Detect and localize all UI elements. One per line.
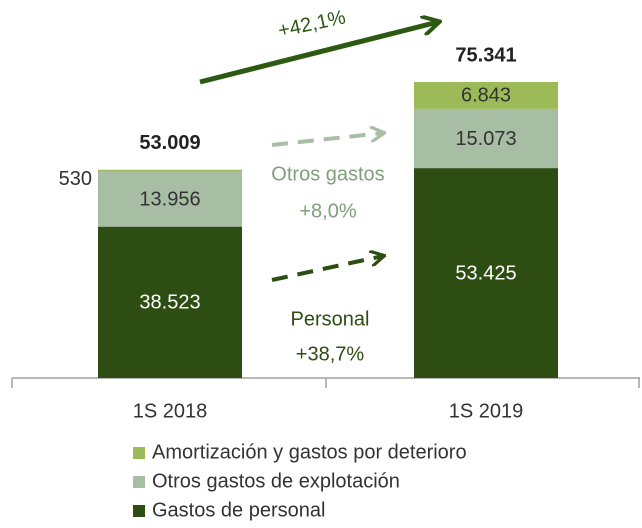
- annotation: +42,1%: [276, 6, 348, 42]
- legend-swatch: [133, 505, 145, 517]
- annotation: Otros gastos: [271, 163, 384, 185]
- total-label: 53.009: [139, 132, 200, 154]
- total-label: 75.341: [455, 44, 516, 66]
- value-label: 6.843: [461, 85, 511, 107]
- legend-label: Amortización y gastos por deterioro: [152, 441, 467, 463]
- legend-label: Gastos de personal: [152, 499, 325, 521]
- legend-swatch: [133, 447, 145, 459]
- x-tick-label: 1S 2019: [449, 400, 524, 422]
- bar-segment: [98, 171, 242, 227]
- value-label: 38.523: [139, 292, 200, 314]
- value-label: 15.073: [455, 128, 516, 150]
- x-tick-label: 1S 2018: [133, 400, 208, 422]
- value-label: 53.425: [455, 262, 516, 284]
- annotation: Personal: [291, 308, 370, 330]
- growth-arrow: [199, 22, 438, 85]
- annotation: +8,0%: [299, 200, 356, 222]
- bar-segment: [414, 108, 558, 169]
- legend-swatch: [133, 476, 145, 488]
- value-label: 13.956: [139, 189, 200, 211]
- value-label: 530: [59, 168, 92, 190]
- personal-arrow: [271, 256, 383, 282]
- bar-segment: [98, 169, 242, 172]
- bar-segment: [98, 226, 242, 378]
- legend-label: Otros gastos de explotación: [152, 470, 400, 492]
- annotation: +38,7%: [296, 343, 365, 365]
- bar-segment: [414, 82, 558, 109]
- other-arrow: [271, 133, 383, 147]
- bar-segment: [414, 168, 558, 378]
